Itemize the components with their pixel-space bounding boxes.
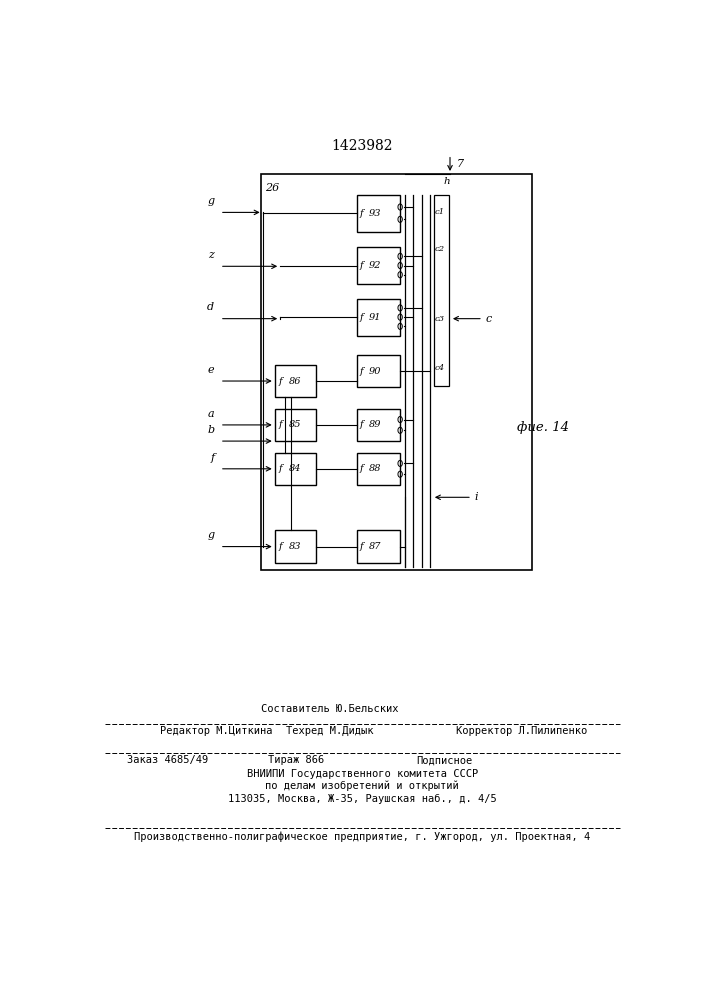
Text: 26: 26 (265, 183, 279, 193)
Text: d: d (207, 302, 214, 312)
Text: f: f (279, 464, 282, 473)
Text: f: f (360, 367, 363, 376)
Bar (357, 530, 399, 563)
Text: 84: 84 (288, 464, 301, 473)
Bar (275, 453, 316, 485)
Text: 85: 85 (288, 420, 301, 429)
Text: f: f (360, 420, 363, 429)
Text: f: f (360, 313, 363, 322)
Text: 88: 88 (369, 464, 381, 473)
Text: f: f (279, 542, 282, 551)
Bar (275, 409, 316, 441)
Bar (433, 195, 449, 386)
Text: a: a (208, 409, 214, 419)
Text: 90: 90 (369, 367, 381, 376)
Text: f: f (360, 261, 363, 270)
Bar (357, 453, 399, 485)
Text: g: g (207, 196, 214, 206)
Text: 89: 89 (369, 420, 381, 429)
Text: c2: c2 (435, 245, 445, 253)
Text: f: f (279, 420, 282, 429)
Text: f: f (360, 542, 363, 551)
Text: Составитель Ю.Бельских: Составитель Ю.Бельских (261, 704, 398, 714)
Text: c3: c3 (435, 315, 445, 323)
Text: c1: c1 (435, 208, 445, 216)
Text: i: i (474, 492, 478, 502)
Text: по делам изобретений и открытий: по делам изобретений и открытий (265, 781, 460, 791)
Text: 113035, Москва, Ж-35, Раушская наб., д. 4/5: 113035, Москва, Ж-35, Раушская наб., д. … (228, 794, 497, 804)
Text: 1423982: 1423982 (332, 139, 393, 153)
Text: f: f (360, 464, 363, 473)
Text: Корректор Л.Пилипенко: Корректор Л.Пилипенко (455, 726, 587, 736)
Text: 7: 7 (457, 159, 464, 169)
Text: 83: 83 (288, 542, 301, 551)
Text: Подписное: Подписное (416, 755, 473, 765)
Bar (357, 299, 399, 336)
Text: z: z (209, 250, 214, 260)
Bar (261, 174, 532, 570)
Text: f: f (279, 377, 282, 386)
Text: e: e (208, 365, 214, 375)
Text: Производственно-полиграфическое предприятие, г. Ужгород, ул. Проектная, 4: Производственно-полиграфическое предприя… (134, 832, 590, 842)
Text: c: c (486, 314, 492, 324)
Text: 86: 86 (288, 377, 301, 386)
Text: g: g (207, 530, 214, 540)
Bar (357, 355, 399, 387)
Text: f: f (210, 453, 214, 463)
Text: Заказ 4685/49: Заказ 4685/49 (127, 755, 208, 765)
Text: Редактор М.Циткина: Редактор М.Циткина (160, 726, 272, 736)
Text: ВНИИПИ Государственного комитета СССР: ВНИИПИ Государственного комитета СССР (247, 769, 478, 779)
Text: 93: 93 (369, 209, 381, 218)
Text: 87: 87 (369, 542, 381, 551)
Text: f: f (360, 209, 363, 218)
Text: фие. 14: фие. 14 (517, 422, 569, 434)
Bar (357, 247, 399, 284)
Text: Техред М.Дидык: Техред М.Дидык (286, 726, 373, 736)
Bar (357, 409, 399, 441)
Bar (275, 365, 316, 397)
Text: c4: c4 (435, 364, 445, 372)
Text: Тираж 866: Тираж 866 (269, 755, 325, 765)
Text: h: h (443, 177, 450, 186)
Bar (357, 195, 399, 232)
Text: 91: 91 (369, 313, 381, 322)
Text: 92: 92 (369, 261, 381, 270)
Bar (275, 530, 316, 563)
Text: b: b (207, 425, 214, 435)
